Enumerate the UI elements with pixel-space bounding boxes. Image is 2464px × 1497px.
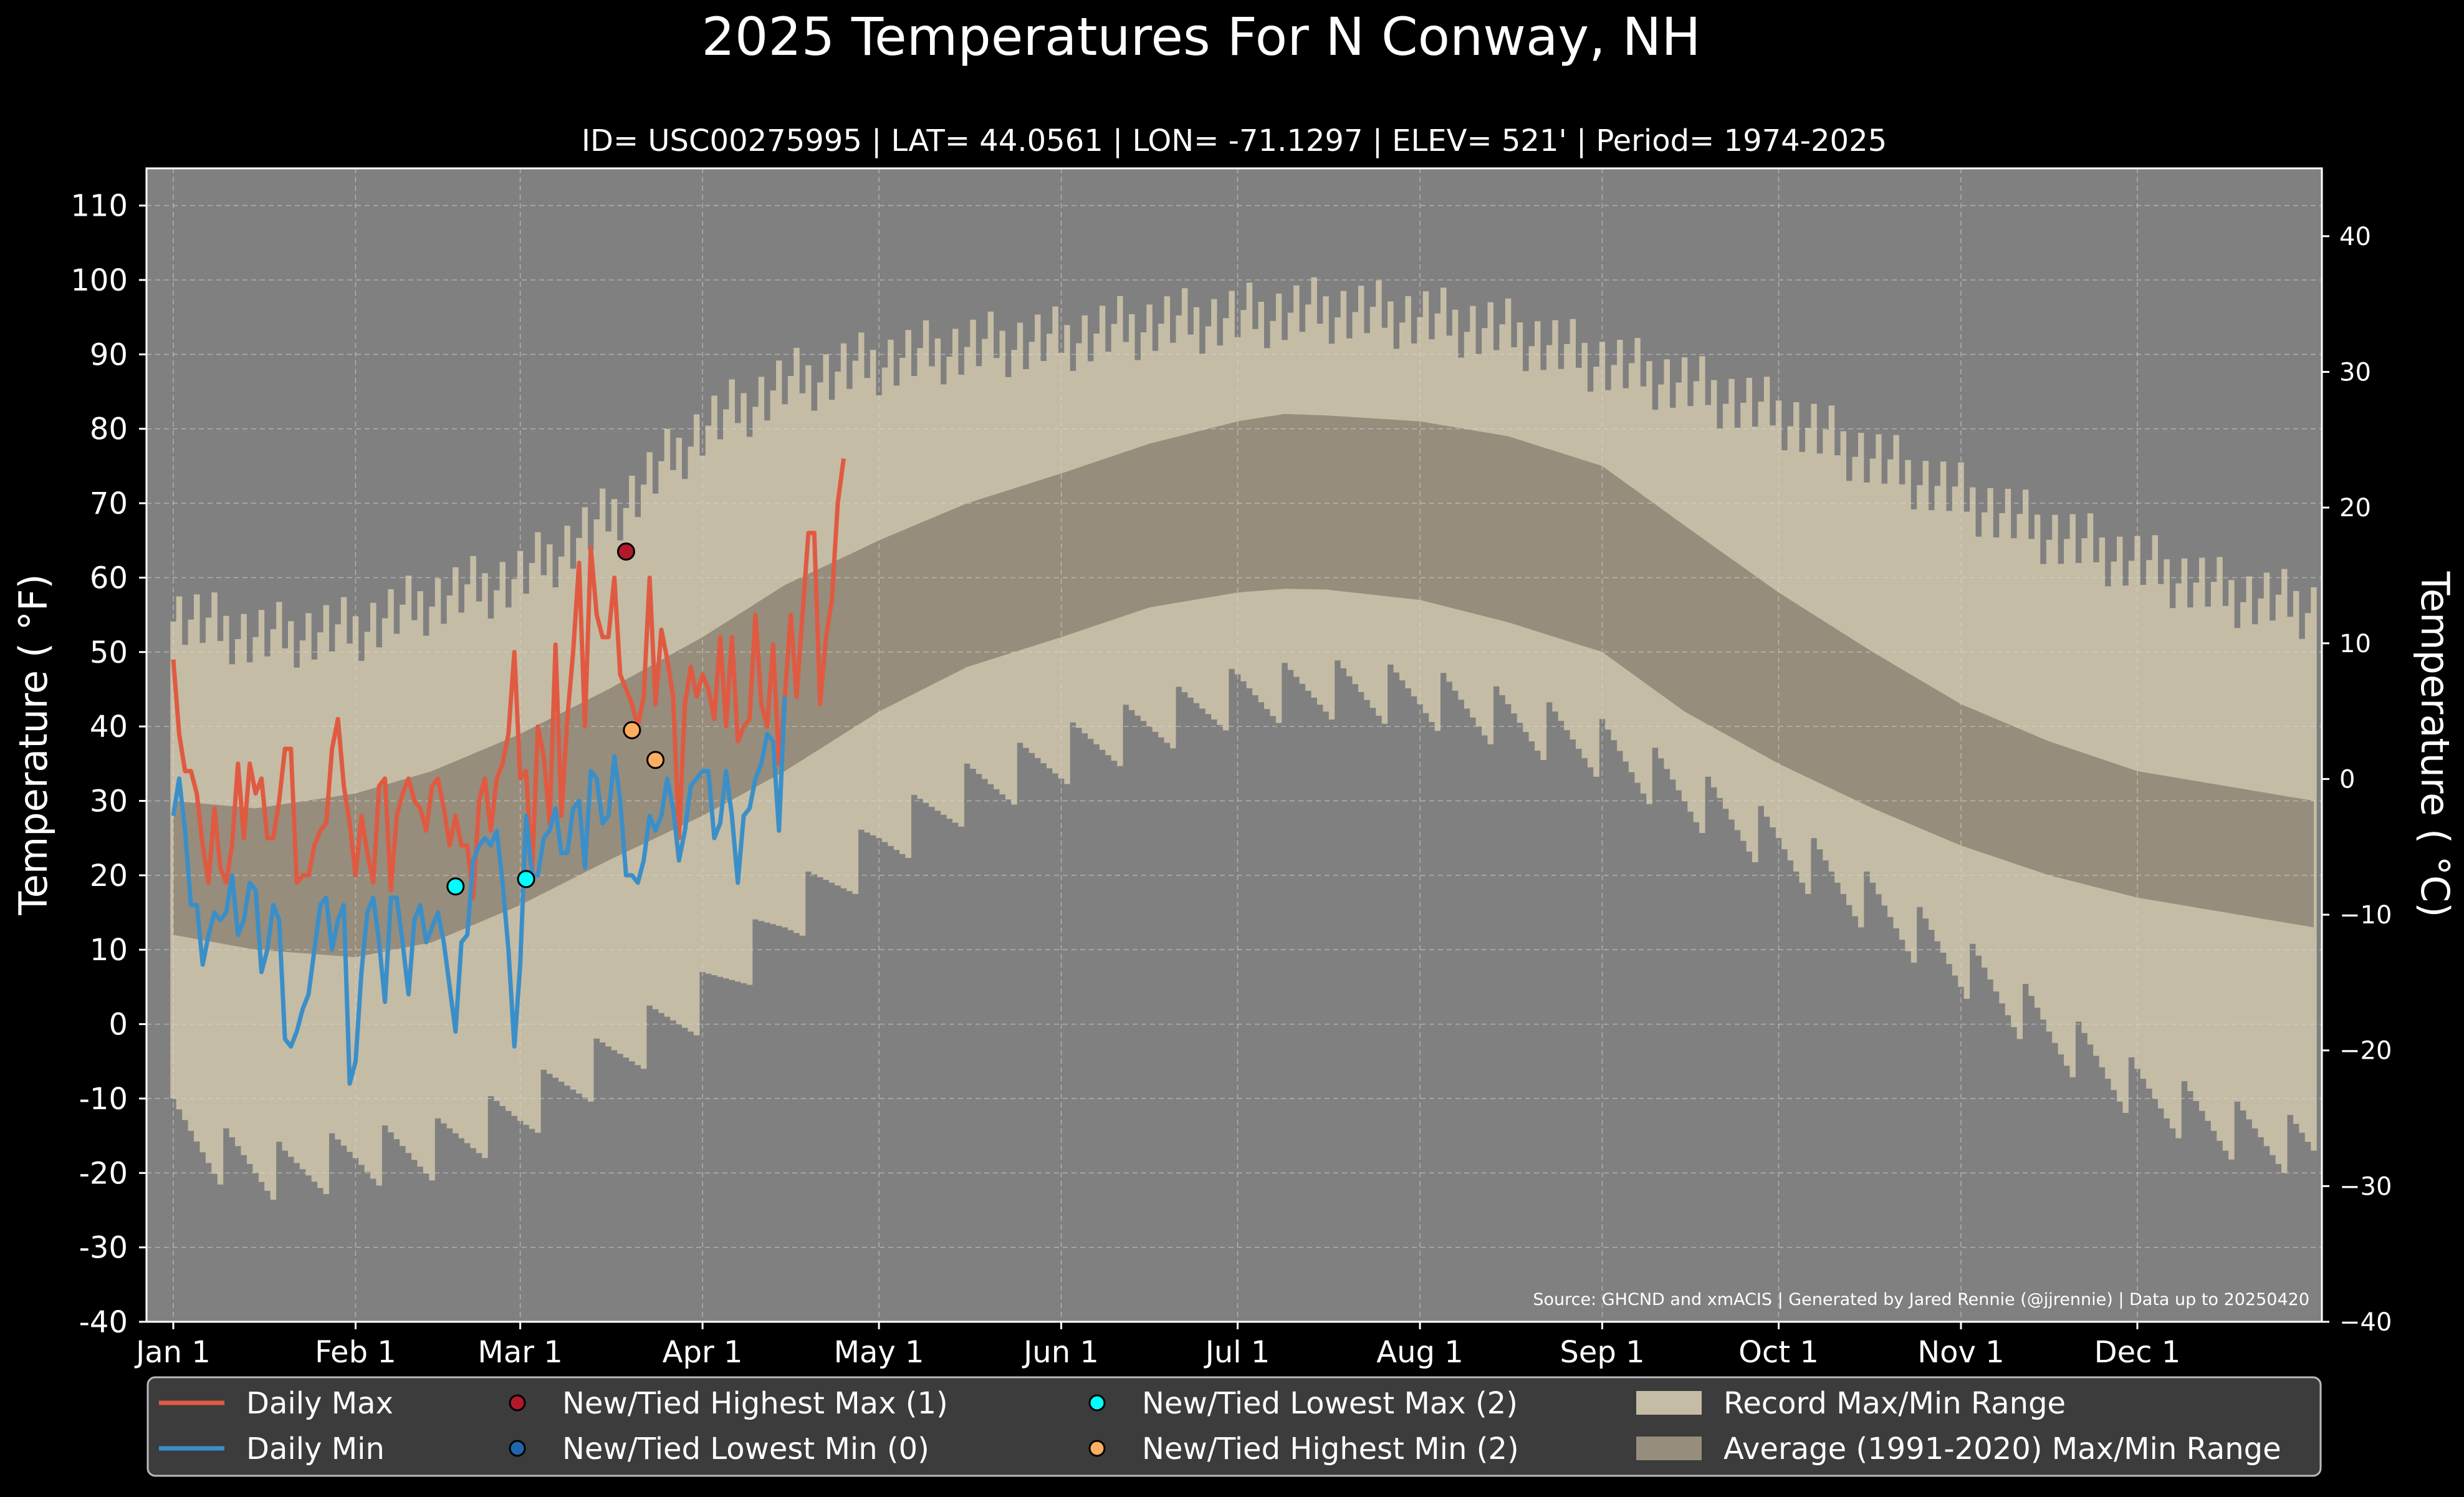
y-tick-label-c: −10 — [2339, 901, 2392, 930]
y-tick-label-f: -40 — [79, 1305, 128, 1340]
record-markers-group — [446, 542, 665, 896]
legend-box — [146, 1376, 2322, 1477]
x-tick-label: Apr 1 — [663, 1335, 743, 1370]
legend-label: New/Tied Highest Min (2) — [1142, 1432, 1519, 1466]
legend-label: Average (1991-2020) Max/Min Range — [1723, 1432, 2281, 1466]
x-tick-label: Jan 1 — [134, 1335, 211, 1370]
average-range-area — [173, 413, 2314, 958]
x-tick-label: Nov 1 — [1917, 1335, 2004, 1370]
record-marker — [446, 877, 465, 896]
y-tick-label-c: 10 — [2339, 630, 2371, 658]
y-tick-label-f: 20 — [90, 859, 128, 893]
x-tick-label: Oct 1 — [1738, 1335, 1819, 1370]
legend: Daily Max Daily Min New/Tied Highest Max (… — [146, 1376, 2322, 1477]
y-axis-right: −40 −30 −20 −10 0 10 20 30 40 — [2322, 223, 2392, 1337]
legend-item: Daily Min — [159, 1432, 385, 1466]
y-tick-label-f: 80 — [90, 412, 128, 447]
x-tick-label: Sep 1 — [1560, 1335, 1644, 1370]
legend-item: New/Tied Lowest Max (2) — [1088, 1386, 1518, 1421]
y-tick-label-c: 20 — [2339, 494, 2371, 522]
y-tick-label-f: -20 — [79, 1156, 128, 1191]
legend-item: New/Tied Highest Max (1) — [509, 1386, 948, 1421]
y-tick-label-c: −20 — [2339, 1037, 2392, 1066]
y-tick-label-c: 0 — [2339, 765, 2355, 794]
record-marker — [517, 870, 535, 888]
record-marker — [623, 721, 641, 739]
y-tick-label-f: 10 — [90, 933, 128, 968]
x-tick-label: May 1 — [834, 1335, 924, 1370]
legend-item: Daily Max — [159, 1386, 393, 1421]
legend-dot-swatch — [509, 1394, 526, 1412]
y-tick-label-f: 100 — [70, 263, 128, 298]
legend-item: New/Tied Highest Min (2) — [1088, 1432, 1519, 1466]
legend-item: New/Tied Lowest Min (0) — [509, 1432, 929, 1466]
legend-label: Record Max/Min Range — [1723, 1386, 2066, 1421]
legend-patch-swatch — [1636, 1437, 1702, 1460]
x-tick-label: Aug 1 — [1376, 1335, 1464, 1370]
legend-dot-swatch — [1088, 1394, 1106, 1412]
y-tick-label-f: 70 — [90, 486, 128, 521]
daily-min-line — [171, 696, 787, 1086]
legend-dot-swatch — [509, 1440, 526, 1457]
record-marker — [646, 751, 665, 769]
x-axis: Jan 1 Feb 1 Mar 1 Apr 1 May 1 Jun 1 Jul 1 Aug 1… — [134, 1322, 2180, 1370]
y-tick-label-f: 30 — [90, 784, 128, 819]
legend-label: New/Tied Lowest Max (2) — [1142, 1386, 1518, 1421]
record-marker — [616, 542, 635, 561]
y-tick-label-c: 40 — [2339, 223, 2371, 251]
y-tick-label-f: 90 — [90, 337, 128, 372]
legend-item: Average (1991-2020) Max/Min Range — [1636, 1432, 2281, 1466]
y-tick-label-f: 0 — [108, 1008, 128, 1042]
y-tick-label-f: 50 — [90, 635, 128, 670]
daily-max-line — [171, 458, 846, 900]
x-tick-label: Mar 1 — [477, 1335, 562, 1370]
x-tick-label: Dec 1 — [2094, 1335, 2181, 1370]
record-range-area — [170, 277, 2317, 1200]
plot-frame — [145, 167, 2323, 1323]
y-tick-label-f: -30 — [79, 1231, 128, 1266]
x-tick-label: Jul 1 — [1204, 1335, 1270, 1370]
average-range-group — [173, 413, 2314, 958]
x-tick-label: Feb 1 — [315, 1335, 396, 1370]
y-tick-label-f: 40 — [90, 710, 128, 744]
y-tick-label-f: 60 — [90, 561, 128, 595]
y-tick-label-f: 110 — [70, 189, 128, 224]
chart-title: 2025 Temperatures For N Conway, NH — [701, 6, 1700, 67]
x-tick-label: Jun 1 — [1022, 1335, 1099, 1370]
y-tick-label-c: −30 — [2339, 1172, 2392, 1201]
y-axis-label-right: Temperature ( °C) — [2412, 571, 2458, 918]
legend-patch-swatch — [1636, 1391, 1702, 1415]
y-tick-label-c: −40 — [2339, 1308, 2392, 1337]
record-range-group — [170, 277, 2317, 1200]
legend-dot-swatch — [1088, 1440, 1106, 1457]
chart-subtitle: ID= USC00275995 | LAT= 44.0561 | LON= -7… — [582, 123, 1887, 158]
y-axis-label-left: Temperature ( °F) — [11, 574, 56, 915]
y-axis-left: -40 -30 -20 -10 0 10 20 30 40 50 60 70 80 90 100 110 — [70, 189, 146, 1340]
legend-label: Daily Max — [246, 1386, 393, 1421]
legend-label: Daily Min — [246, 1432, 385, 1466]
daily-series-group — [171, 458, 846, 1086]
source-note: Source: GHCND and xmACIS | Generated by … — [1533, 1290, 2309, 1309]
y-tick-label-f: -10 — [79, 1082, 128, 1117]
legend-label: New/Tied Highest Max (1) — [562, 1386, 948, 1421]
legend-item: Record Max/Min Range — [1636, 1386, 2066, 1421]
legend-label: New/Tied Lowest Min (0) — [562, 1432, 929, 1466]
y-tick-label-c: 30 — [2339, 358, 2371, 387]
